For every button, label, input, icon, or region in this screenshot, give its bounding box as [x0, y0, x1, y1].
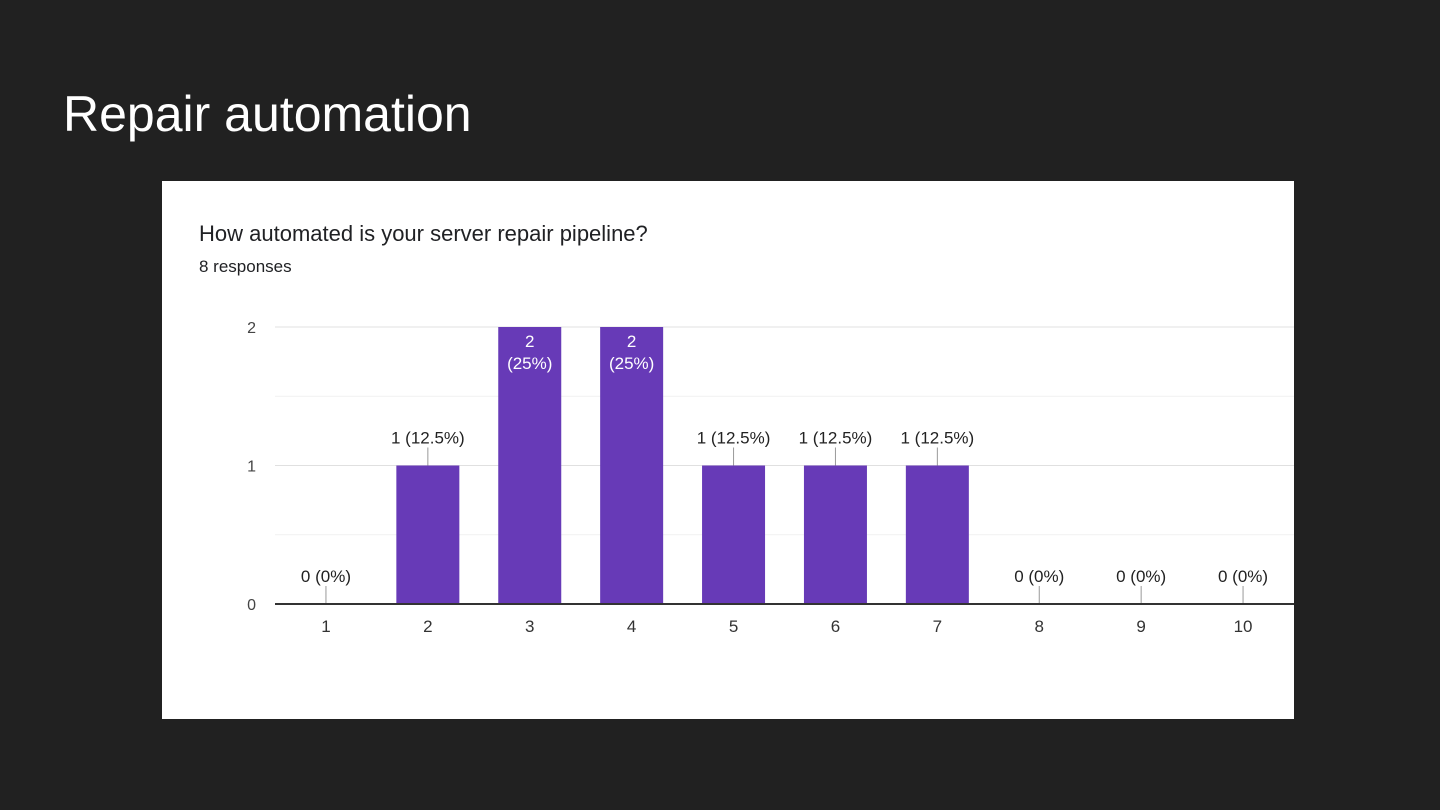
- bar-chart: 0 1 2 0 (0%) 1 1 (12.5%) 2 2 (25%) 3 2 (25%) 4 1 (12.…: [247, 320, 1294, 636]
- bar: [803, 465, 867, 604]
- x-tick-label: 2: [423, 617, 432, 636]
- x-tick-label: 9: [1136, 617, 1145, 636]
- x-tick-label: 1: [321, 617, 330, 636]
- data-label: 0 (0%): [1116, 567, 1166, 586]
- x-tick-label: 8: [1035, 617, 1044, 636]
- x-tick-label: 7: [933, 617, 942, 636]
- x-tick-label: 10: [1234, 617, 1253, 636]
- data-label: 1 (12.5%): [697, 429, 771, 448]
- data-label: 0 (0%): [301, 567, 351, 586]
- x-tick-label: 5: [729, 617, 738, 636]
- bar: [905, 465, 969, 604]
- question-title: How automated is your server repair pipe…: [199, 221, 648, 246]
- data-label: 0 (0%): [1014, 567, 1064, 586]
- data-label: (25%): [507, 354, 552, 373]
- data-label: 1 (12.5%): [391, 429, 465, 448]
- x-tick-label: 3: [525, 617, 534, 636]
- chart-card: How automated is your server repair pipe…: [162, 181, 1294, 719]
- response-count: 8 responses: [199, 257, 292, 276]
- data-label: (25%): [609, 354, 654, 373]
- bar: [498, 327, 562, 604]
- data-label: 2: [627, 332, 636, 351]
- bar: [396, 465, 460, 604]
- y-tick-label: 1: [247, 459, 256, 476]
- y-tick-label: 0: [247, 597, 256, 614]
- x-tick-label: 6: [831, 617, 840, 636]
- data-label: 0 (0%): [1218, 567, 1268, 586]
- data-label: 1 (12.5%): [799, 429, 873, 448]
- data-label: 1 (12.5%): [900, 429, 974, 448]
- bar: [702, 465, 766, 604]
- data-label: 2: [525, 332, 534, 351]
- slide-title: Repair automation: [63, 86, 472, 142]
- y-tick-label: 2: [247, 320, 256, 337]
- x-tick-label: 4: [627, 617, 636, 636]
- bar: [600, 327, 664, 604]
